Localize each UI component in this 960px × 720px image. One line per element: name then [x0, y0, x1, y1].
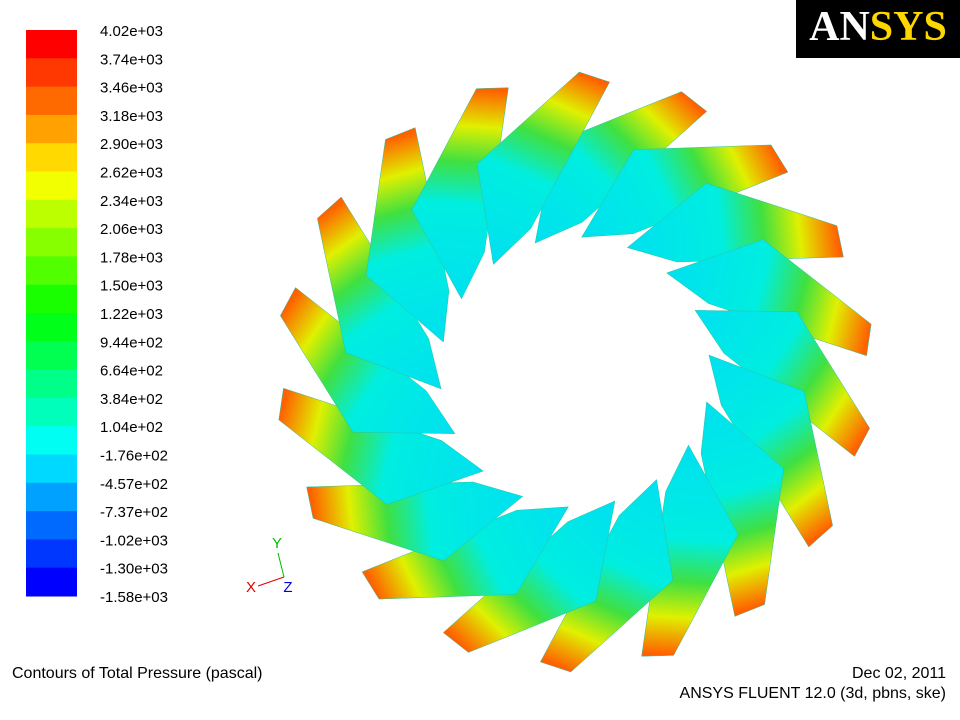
colorbar-band	[26, 313, 77, 342]
triad-y-label: Y	[272, 535, 282, 552]
colorbar-band	[26, 228, 77, 257]
colorbar-label: 4.02e+03	[100, 23, 163, 40]
colorbar-label: 2.34e+03	[100, 193, 163, 210]
blade	[278, 387, 484, 505]
colorbar-label: 3.18e+03	[100, 108, 163, 125]
colorbar-band	[26, 256, 77, 286]
colorbar-label: 2.62e+03	[100, 164, 163, 181]
colorbar-band	[26, 199, 77, 229]
colorbar-band	[26, 511, 77, 540]
colorbar-label: 3.46e+03	[100, 80, 163, 97]
blade	[476, 71, 610, 265]
blade	[411, 87, 509, 300]
axis-triad: Y X Z	[246, 535, 293, 596]
logo-box	[796, 0, 960, 58]
footer-title: Contours of Total Pressure (pascal)	[12, 665, 262, 682]
blade	[317, 196, 442, 390]
colorbar-band	[26, 143, 77, 172]
logo-an: AN	[809, 4, 870, 50]
triad-z-label: Z	[283, 579, 292, 596]
colorbar-band	[26, 539, 77, 569]
colorbar-label: 1.22e+03	[100, 306, 163, 323]
colorbar-label: 1.04e+02	[100, 419, 163, 436]
colorbar-label: -7.37e+02	[100, 504, 168, 521]
colorbar-label: 2.06e+03	[100, 221, 163, 238]
colorbar-label: -1.02e+03	[100, 532, 168, 549]
blade	[708, 354, 833, 548]
colorbar-label: -4.57e+02	[100, 476, 168, 493]
blade	[581, 144, 789, 238]
logo: ANSYS	[809, 4, 947, 50]
colorbar: 4.02e+03 3.74e+03 3.46e+03 3.18e+03 2.90e+03…	[26, 23, 168, 606]
impeller-contour	[278, 71, 872, 673]
colorbar-label: 1.78e+03	[100, 249, 163, 266]
colorbar-label: -1.58e+03	[100, 589, 168, 606]
colorbar-band	[26, 58, 77, 88]
colorbar-label: 6.64e+02	[100, 363, 163, 380]
colorbar-band	[26, 567, 77, 597]
logo-sys: SYS	[870, 4, 947, 50]
triad-y	[277, 552, 285, 578]
colorbar-label: 1.50e+03	[100, 278, 163, 295]
triad-x-label: X	[246, 579, 256, 596]
colorbar-label: 2.90e+03	[100, 136, 163, 153]
blade	[306, 481, 524, 562]
colorbar-band	[26, 397, 77, 427]
colorbar-label: 9.44e+02	[100, 334, 163, 351]
colorbar-band	[26, 171, 77, 201]
blade	[442, 500, 616, 653]
blade	[540, 479, 674, 673]
colorbar-label: 3.74e+03	[100, 51, 163, 68]
colorbar-band	[26, 30, 77, 59]
colorbar-band	[26, 369, 77, 399]
colorbar-band	[26, 454, 77, 484]
blade	[641, 444, 739, 657]
footer-date: Dec 02, 2011	[852, 665, 946, 682]
colorbar-band	[26, 284, 77, 314]
colorbar-band	[26, 341, 77, 371]
colorbar-band	[26, 114, 77, 144]
blade	[361, 506, 569, 600]
footer-version: ANSYS FLUENT 12.0 (3d, pbns, ske)	[680, 685, 946, 702]
colorbar-label: 3.84e+02	[100, 391, 163, 408]
blade	[700, 401, 785, 617]
colorbar-label: -1.76e+02	[100, 447, 168, 464]
blade	[626, 182, 844, 263]
blade	[365, 127, 450, 343]
blade	[666, 239, 872, 357]
colorbar-label: -1.30e+03	[100, 561, 168, 578]
triad-x	[257, 576, 285, 587]
colorbar-band	[26, 426, 77, 455]
colorbar-band	[26, 482, 77, 512]
colorbar-band	[26, 86, 77, 116]
